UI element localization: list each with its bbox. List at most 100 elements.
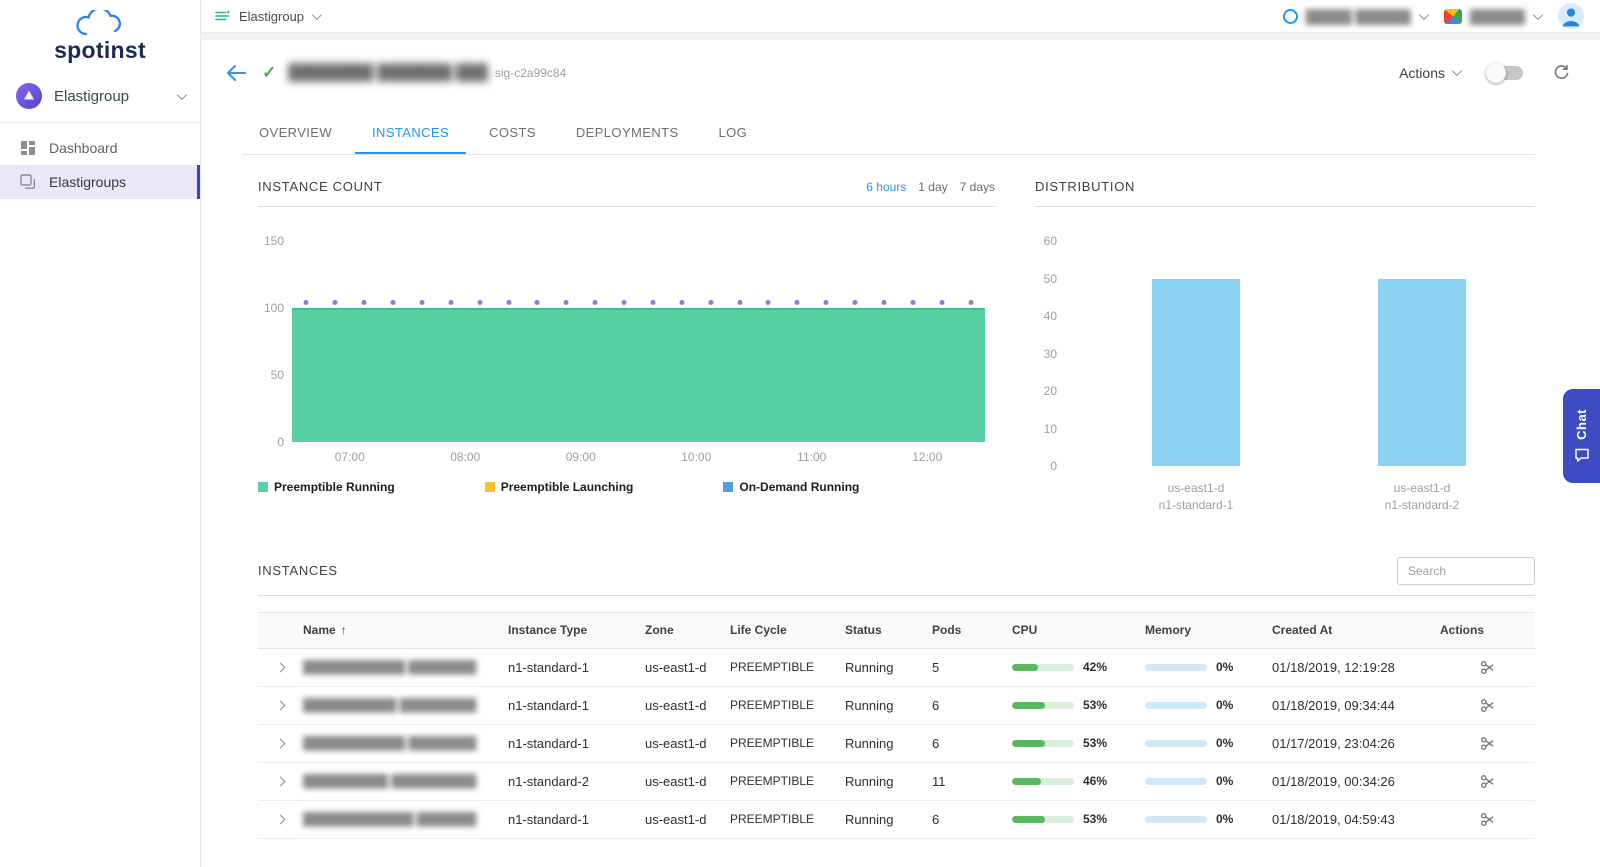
page-header: ✓ ████████ ███████ ███ sig-c2a99c84 Acti… — [201, 40, 1600, 105]
chevron-down-icon — [1418, 9, 1429, 20]
tab-overview[interactable]: OVERVIEW — [259, 125, 333, 140]
detach-instance-button[interactable] — [1440, 774, 1535, 789]
instance-name: ████████████ ████████ — [303, 736, 477, 751]
instance-name: ██████████ ██████████ — [303, 774, 477, 789]
memory-bar-track — [1145, 701, 1207, 709]
refresh-button[interactable] — [1553, 64, 1570, 81]
cpu-percent: 53% — [1083, 812, 1108, 827]
instance-pods: 11 — [932, 773, 946, 789]
search-input[interactable] — [1397, 556, 1535, 585]
range-1-day[interactable]: 1 day — [918, 180, 948, 194]
x-tick-label: 07:00 — [334, 450, 365, 464]
sidebar-item-dashboard[interactable]: Dashboard — [0, 131, 200, 165]
instance-name: ████████████ ████████ — [303, 660, 477, 675]
elastigroup-detail-card: ✓ ████████ ███████ ███ sig-c2a99c84 Acti… — [201, 40, 1600, 867]
chevron-down-icon — [1451, 66, 1462, 77]
back-button[interactable] — [226, 64, 246, 82]
distribution-panel: DISTRIBUTION 60 50 40 30 20 10 0 us-east1-d n1-… — [1035, 179, 1535, 515]
distribution-bar — [1152, 278, 1240, 466]
actions-dropdown[interactable]: Actions — [1399, 65, 1462, 81]
column-header-status[interactable]: Status — [845, 623, 882, 638]
spotinst-logo: spotinst — [0, 0, 200, 74]
memory-bar-track — [1145, 815, 1207, 823]
account-menu[interactable]: █████ ██████ — [1282, 8, 1429, 24]
context-switcher[interactable]: Elastigroup — [215, 8, 322, 24]
product-selector[interactable]: Elastigroup — [0, 74, 200, 118]
sidebar-item-elastigroups[interactable]: Elastigroups — [0, 165, 200, 199]
range-7-days[interactable]: 7 days — [959, 180, 995, 194]
column-header-cpu[interactable]: CPU — [1012, 623, 1038, 638]
elastigroups-icon — [20, 174, 35, 189]
column-header-instance-type[interactable]: Instance Type — [508, 623, 588, 638]
data-point-marker — [477, 300, 483, 305]
tab-costs[interactable]: COSTS — [489, 125, 536, 140]
instance-status: Running — [845, 697, 894, 713]
elastigroup-product-icon — [16, 83, 42, 109]
column-header-name[interactable]: Name ↑ — [303, 623, 347, 638]
expand-row-button[interactable] — [258, 814, 303, 825]
instance-zone: us-east1-d — [645, 659, 707, 675]
expand-row-button[interactable] — [258, 738, 303, 749]
instances-title: INSTANCES — [258, 563, 338, 579]
data-point-marker — [852, 300, 858, 305]
scissors-icon — [1481, 660, 1494, 674]
chart-legend: Preemptible Running Preemptible Launching… — [258, 480, 995, 494]
detach-instance-button[interactable] — [1440, 812, 1535, 827]
x-tick-label: 10:00 — [681, 450, 712, 464]
legend-swatch — [723, 482, 734, 492]
column-header-life-cycle[interactable]: Life Cycle — [730, 623, 787, 638]
tab-log[interactable]: LOG — [718, 125, 748, 140]
detach-instance-button[interactable] — [1440, 698, 1535, 713]
healthy-check-icon: ✓ — [262, 62, 277, 82]
header-actions: Actions — [1399, 62, 1570, 83]
column-header-created-at[interactable]: Created At — [1272, 623, 1333, 638]
range-6-hours[interactable]: 6 hours — [866, 180, 907, 194]
y-tick-label: 40 — [1043, 309, 1057, 323]
chat-button[interactable]: Chat — [1563, 389, 1600, 483]
toggle-switch[interactable] — [1486, 62, 1523, 83]
tab-instances[interactable]: INSTANCES — [355, 111, 467, 154]
expand-row-button[interactable] — [258, 776, 303, 787]
instance-zone: us-east1-d — [645, 773, 707, 789]
legend-item: On-Demand Running — [723, 480, 859, 494]
topbar-right: █████ ██████ ██████ — [1282, 3, 1584, 29]
toggle-knob — [1486, 62, 1506, 83]
instance-type: n1-standard-1 — [508, 659, 589, 675]
instance-lifecycle: PREEMPTIBLE — [730, 812, 815, 827]
dashboard-icon — [21, 141, 35, 155]
instance-lifecycle: PREEMPTIBLE — [730, 698, 815, 713]
memory-meter: 0% — [1145, 812, 1272, 826]
data-point-marker — [679, 300, 685, 305]
data-point-marker — [390, 300, 396, 305]
bar-column — [1309, 241, 1535, 466]
context-label: Elastigroup — [239, 8, 305, 24]
column-header-actions[interactable]: Actions — [1440, 623, 1485, 638]
column-header-zone[interactable]: Zone — [645, 623, 674, 638]
legend-item: Preemptible Running — [258, 480, 395, 494]
instance-pods: 6 — [932, 697, 940, 713]
y-tick-label: 10 — [1043, 421, 1057, 436]
data-point-marker — [332, 300, 338, 305]
area-series-preemptible-running — [292, 308, 985, 442]
created-at: 01/18/2019, 00:34:26 — [1272, 773, 1395, 789]
bar-column — [1083, 241, 1309, 466]
expand-row-button[interactable] — [258, 662, 303, 673]
table-row: ██████████ ██████████ n1-standard-2 us-eas… — [258, 763, 1535, 801]
expand-row-button[interactable] — [258, 700, 303, 711]
data-point-marker — [765, 300, 771, 305]
detach-instance-button[interactable] — [1440, 660, 1535, 675]
instance-zone: us-east1-d — [645, 811, 707, 827]
tab-deployments[interactable]: DEPLOYMENTS — [575, 125, 679, 140]
detach-instance-button[interactable] — [1440, 736, 1535, 751]
x-tick-label: 11:00 — [797, 450, 827, 464]
cpu-meter: 53% — [1012, 812, 1145, 826]
user-avatar[interactable] — [1558, 3, 1584, 29]
column-header-pods[interactable]: Pods — [932, 623, 962, 638]
cloud-account-menu[interactable]: ██████ — [1443, 8, 1543, 24]
sidebar: spotinst Elastigroup Dashboard Elastigrou… — [0, 0, 201, 867]
column-header-memory[interactable]: Memory — [1145, 623, 1192, 638]
instance-status: Running — [845, 659, 894, 675]
cpu-bar-fill — [1012, 663, 1039, 671]
chevron-down-icon — [312, 9, 322, 20]
